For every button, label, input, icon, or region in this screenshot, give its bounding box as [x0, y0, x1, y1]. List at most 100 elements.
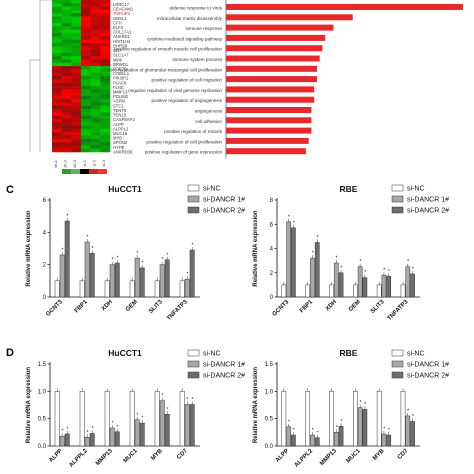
- heatmap-cell: [71, 23, 82, 27]
- heatmap-gene-label: ALPP: [113, 122, 124, 127]
- heatmap-cell: [81, 109, 91, 113]
- heatmap-cell: [61, 0, 72, 4]
- go-term-label: immune response: [185, 26, 222, 31]
- chart-significance-mark: *: [142, 416, 144, 422]
- heatmap-cell: [52, 109, 62, 113]
- go-term-label: positive regulation of angiogenesis: [152, 98, 223, 103]
- heatmap-cell: [52, 79, 62, 83]
- panel-d-legend-right: si-NC si-DANCR 1# si-DANCR 2#: [391, 349, 449, 380]
- chart-significance-mark: *: [388, 428, 390, 434]
- go-term-bar: [226, 14, 353, 21]
- heatmap-cell: [100, 99, 111, 103]
- chart-significance-mark: *: [288, 419, 290, 425]
- heatmap-cell: [52, 112, 62, 116]
- chart-y-tick-label: 1.5: [265, 362, 274, 368]
- chart-bar: [59, 435, 65, 447]
- chart-significance-mark: *: [117, 424, 119, 430]
- heatmap-gene-label: ASPM: [113, 99, 125, 104]
- go-term-label: negative regulation of viral genome repl…: [128, 88, 222, 93]
- heatmap-cell: [52, 39, 62, 44]
- heatmap-cell: [81, 56, 91, 60]
- heatmap-gene-label: ALPPL2: [113, 126, 129, 131]
- chart-bar: [104, 391, 110, 447]
- heatmap-cell: [81, 69, 91, 73]
- chart-bar: [310, 257, 315, 298]
- heatmap-cell: [90, 0, 101, 4]
- chart-x-tick-label: MUC1: [123, 448, 140, 465]
- chart-x-tick-label: FBP1: [299, 299, 315, 315]
- heatmap-gene-label: CEACAM1: [113, 7, 134, 12]
- chart-significance-mark: *: [340, 419, 342, 425]
- go-term-label: cytokine-mediated signaling pathway: [147, 36, 223, 41]
- heatmap-cell: [100, 148, 111, 153]
- heatmap-cell: [90, 42, 101, 47]
- heatmap-cell: [61, 46, 72, 50]
- heatmap-cell: [90, 3, 101, 7]
- heatmap-cell: [52, 66, 62, 70]
- heatmap-cell: [90, 69, 101, 73]
- chart-bar: [84, 241, 90, 298]
- heatmap-cell: [61, 148, 72, 153]
- heatmap-gene-label: COL17A1: [113, 30, 132, 35]
- heatmap-cell: [81, 128, 91, 133]
- heatmap-cell: [52, 36, 62, 40]
- heatmap-cell: [81, 9, 91, 14]
- chart-bar: [381, 433, 387, 447]
- heatmap-cell: [71, 0, 82, 4]
- chart-bar: [305, 391, 311, 447]
- heatmap-cell: [52, 105, 62, 110]
- heatmap-gene-label: TENT5: [113, 108, 127, 113]
- chart-bar: [400, 284, 406, 298]
- heatmap-cell: [100, 3, 111, 7]
- chart-significance-mark: *: [142, 260, 144, 266]
- heatmap-cell: [100, 128, 111, 133]
- heatmap-cell: [71, 69, 82, 73]
- heatmap-cell: [81, 115, 91, 120]
- heatmap-cell: [100, 115, 111, 120]
- heatmap-cell: [81, 102, 91, 107]
- chart-bar: [338, 272, 344, 298]
- heatmap-cell: [100, 9, 111, 14]
- chart-bar: [400, 391, 406, 447]
- heatmap-sample-label: si-2: [92, 159, 97, 166]
- heatmap-cell: [52, 148, 62, 153]
- heatmap-cell: [100, 89, 111, 93]
- heatmap-cell: [52, 0, 62, 4]
- heatmap-gene-label: TNFAIP3: [113, 11, 131, 16]
- chart-y-tick-label: 6: [270, 222, 274, 228]
- go-term-label: positive regulation of mitosis: [164, 129, 222, 134]
- chart-bar: [353, 284, 358, 298]
- chart-bar: [84, 437, 90, 447]
- heatmap-cell: [100, 76, 111, 80]
- legend-label: si-NC: [203, 186, 221, 193]
- heatmap-cell: [52, 42, 62, 47]
- heatmap-cell: [52, 19, 62, 24]
- heatmap-cell: [100, 138, 111, 143]
- heatmap-cell: [100, 49, 111, 54]
- heatmap-cell: [81, 42, 91, 47]
- chart-bar: [64, 433, 70, 447]
- legend-label: si-DANCR 2#: [407, 373, 449, 380]
- heatmap-cell: [81, 135, 91, 140]
- legend-swatch: [187, 349, 200, 357]
- chart-y-tick-label: 8: [270, 198, 274, 204]
- heatmap-cell: [81, 142, 91, 146]
- heatmap-cell: [61, 128, 72, 133]
- chart-y-axis-label: Relative mRNA expression: [26, 367, 32, 443]
- heatmap-cell: [90, 39, 101, 44]
- heatmap-cell: [52, 62, 62, 67]
- chart-significance-mark: *: [312, 251, 314, 257]
- heatmap-cell: [61, 69, 72, 73]
- legend-swatch: [391, 184, 404, 192]
- chart-significance-mark: *: [67, 426, 69, 432]
- chart-bar: [79, 280, 85, 298]
- heatmap-gene-label: DHRS9: [113, 43, 128, 48]
- chart-y-tick-label: 6: [43, 198, 47, 204]
- chart-significance-mark: *: [112, 420, 114, 426]
- heatmap-cell: [100, 6, 111, 11]
- heatmap-cell: [52, 138, 62, 143]
- heatmap-cell: [61, 3, 72, 7]
- heatmap-colorbar-segment: [80, 169, 89, 174]
- legend-swatch: [187, 184, 200, 192]
